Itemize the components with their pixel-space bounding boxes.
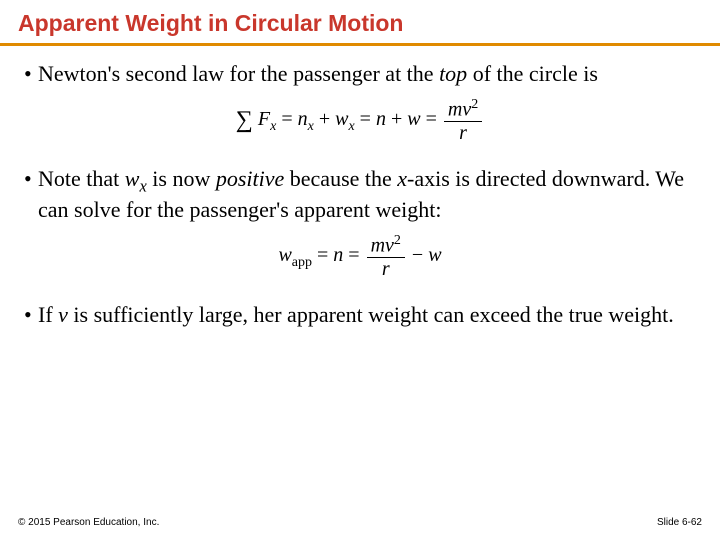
bullet-1-text-post: of the circle is [467,61,598,86]
title-bar: Apparent Weight in Circular Motion [0,0,720,46]
eq1-m: m [448,99,462,121]
eq2-n: n [333,244,343,266]
eq2-w: w [278,244,291,266]
eq2-wsub: app [292,255,312,270]
bullet-2: •Note that wx is now positive because th… [24,165,696,225]
bullet-2-x: x [397,166,407,191]
eq2-v: v [385,235,394,257]
eq2-sq: 2 [394,233,401,248]
footer: © 2015 Pearson Education, Inc. Slide 6-6… [18,517,702,528]
bullet-2-mid: is now [147,166,216,191]
slide-title: Apparent Weight in Circular Motion [18,10,702,37]
bullet-1-em: top [439,61,467,86]
eq1-nx: n [298,108,308,130]
slide-content: •Newton's second law for the passenger a… [0,46,720,329]
eq1-v: v [462,99,471,121]
eq1-wx: w [335,108,348,130]
eq2-fraction: mv2 r [367,234,405,279]
bullet-2-w: w [125,166,140,191]
equation-2: wapp = n = mv2 r − w [24,234,696,279]
eq1-w: w [407,108,420,130]
bullet-2-wsub: x [139,176,146,195]
equation-1: ∑ Fx = nx + wx = n + w = mv2 r [24,98,696,143]
eq1-wx-sub: x [348,119,354,134]
eq2-m: m [371,235,385,257]
eq1-r: r [444,122,482,143]
eq2-r: r [367,258,405,279]
slide-number: Slide 6-62 [657,517,702,528]
eq1-Fx-sub: x [270,119,276,134]
bullet-2-pre: Note that [38,166,125,191]
bullet-3-pre: If [38,302,58,327]
eq1-fraction: mv2 r [444,98,482,143]
bullet-1: •Newton's second law for the passenger a… [24,60,696,88]
bullet-3-v: v [58,302,68,327]
copyright-text: © 2015 Pearson Education, Inc. [18,517,159,528]
bullet-1-text-pre: Newton's second law for the passenger at… [38,61,439,86]
bullet-2-post1: because the [284,166,397,191]
bullet-3-post: is sufficiently large, her apparent weig… [68,302,674,327]
bullet-3: •If v is sufficiently large, her apparen… [24,301,696,329]
eq1-F: F [258,108,270,130]
bullet-2-em: positive [216,166,284,191]
eq1-n: n [376,108,386,130]
eq1-nx-sub: x [308,119,314,134]
eq2-minus-w: w [428,244,441,266]
eq1-sq: 2 [471,97,478,112]
